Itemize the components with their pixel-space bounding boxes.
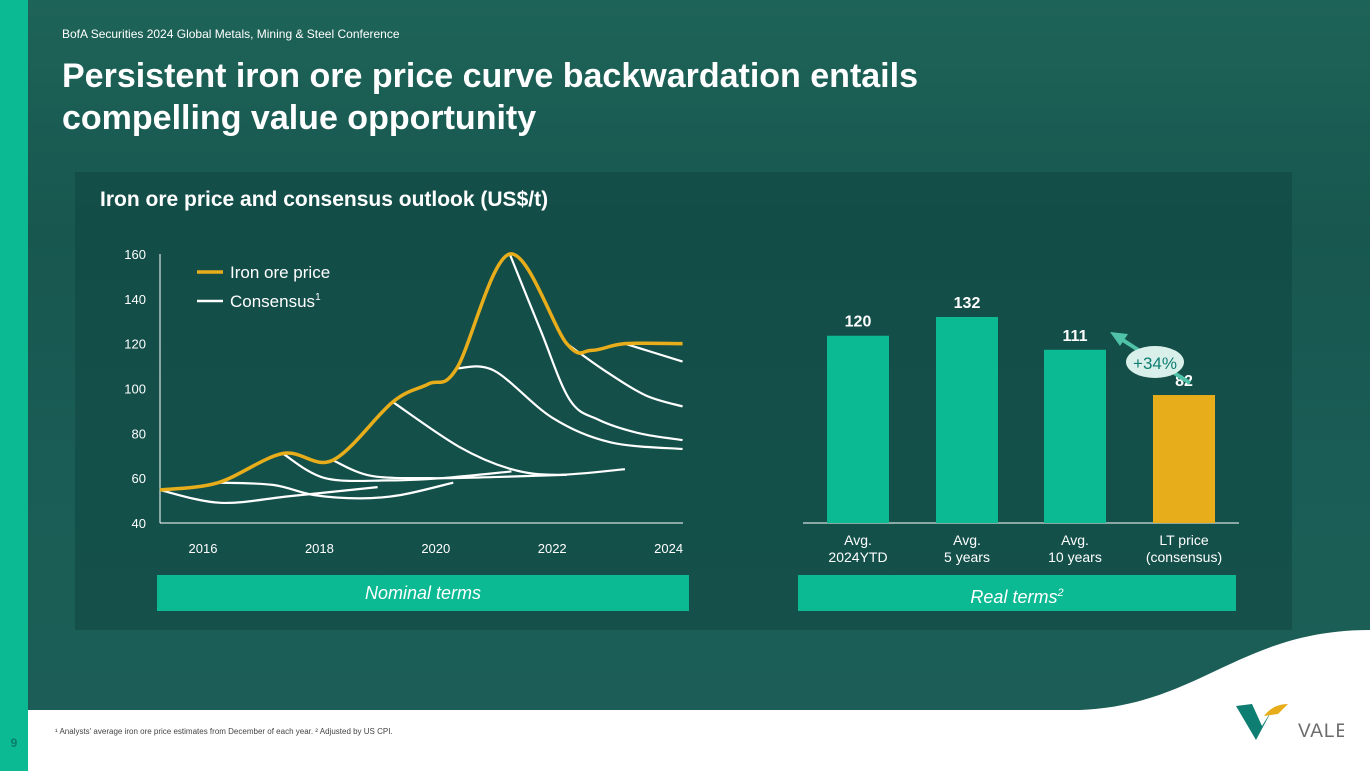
chart-subtitle: Iron ore price and consensus outlook (US…: [100, 188, 549, 211]
bar-category-label: (consensus): [1146, 549, 1222, 565]
y-tick-label: 140: [124, 292, 146, 307]
bar-category-label: 5 years: [944, 549, 990, 565]
bar: [827, 335, 889, 523]
bar: [936, 317, 998, 523]
line-chart: 40 60 80 100 120 140 160 2016 2018 2020 2022 2024 Ir…: [124, 247, 683, 556]
consensus-line: [282, 452, 512, 483]
footnote-ref: 2: [1057, 587, 1064, 599]
x-tick-label: 2024: [654, 541, 683, 556]
accent-strip: [0, 0, 28, 771]
consensus-line: [508, 253, 683, 442]
consensus-line: [332, 459, 567, 480]
consensus-line: [566, 342, 683, 408]
page-title: Persistent iron ore price curve backward…: [62, 55, 1162, 139]
logo-mark-icon: [1236, 704, 1272, 740]
bar-category-label: 10 years: [1048, 549, 1102, 565]
x-tick-label: 2022: [538, 541, 567, 556]
consensus-line: [392, 401, 626, 476]
bar-category-label: 2024YTD: [828, 549, 887, 565]
annotation-bubble: [1126, 346, 1184, 378]
consensus-line: [624, 342, 683, 363]
consensus-line: [218, 481, 454, 500]
logo-text: VALE: [1298, 721, 1344, 742]
bar-value-label: 120: [845, 314, 872, 331]
annotation-label: +34%: [1133, 354, 1177, 373]
real-terms-tag: Real terms2: [798, 575, 1236, 611]
bar-value-label: 132: [954, 295, 981, 312]
bar-category-label: Avg.: [953, 532, 981, 548]
bar-value-label: 111: [1063, 328, 1088, 345]
y-tick-label: 100: [124, 382, 146, 397]
consensus-line: [456, 365, 683, 451]
y-tick-label: 160: [124, 247, 146, 262]
conference-label: BofA Securities 2024 Global Metals, Mini…: [62, 27, 400, 41]
bar: [1044, 349, 1106, 523]
consensus-line: [159, 486, 378, 505]
y-tick-label: 60: [132, 471, 146, 486]
bar: [1153, 395, 1215, 523]
footnote: ¹ Analysts' average iron ore price estim…: [55, 727, 393, 736]
bar-category-label: LT price: [1159, 532, 1208, 548]
y-tick-label: 80: [132, 426, 146, 441]
nominal-terms-tag: Nominal terms: [157, 575, 689, 611]
bar-category-label: Avg.: [844, 532, 872, 548]
bar-category-label: Avg.: [1061, 532, 1089, 548]
legend-consensus-label: Consensus1: [230, 292, 321, 311]
title-line-1: Persistent iron ore price curve backward…: [62, 57, 918, 95]
vale-logo: VALE: [1234, 700, 1348, 755]
real-terms-label: Real terms: [970, 587, 1058, 607]
legend-price-label: Iron ore price: [230, 263, 330, 282]
y-tick-label: 40: [132, 516, 146, 531]
page-number: 9: [10, 736, 18, 750]
x-tick-label: 2018: [305, 541, 334, 556]
x-tick-label: 2020: [421, 541, 450, 556]
arrow-head-icon: [1110, 332, 1128, 346]
x-tick-label: 2016: [189, 541, 218, 556]
title-line-2: compelling value opportunity: [62, 99, 537, 137]
iron-ore-price-line: [159, 252, 683, 492]
y-tick-label: 120: [124, 337, 146, 352]
